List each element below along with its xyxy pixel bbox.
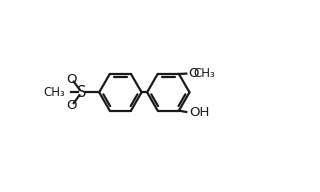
Text: CH₃: CH₃	[193, 67, 215, 79]
Text: O: O	[188, 67, 199, 79]
Text: O: O	[66, 99, 77, 112]
Text: O: O	[66, 73, 77, 86]
Text: S: S	[77, 85, 86, 100]
Text: OH: OH	[189, 106, 209, 119]
Text: CH₃: CH₃	[43, 86, 65, 99]
